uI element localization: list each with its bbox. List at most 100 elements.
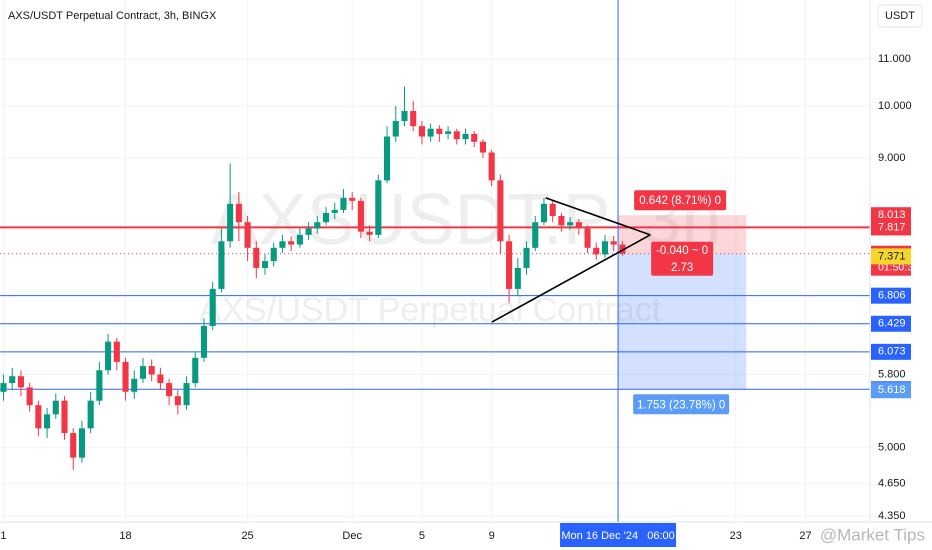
candle-body	[253, 247, 260, 268]
candle-body	[479, 141, 486, 153]
candle-body	[227, 203, 234, 242]
candle-body	[200, 325, 208, 358]
candle-body	[139, 366, 147, 379]
x-tick-label: 1	[0, 530, 6, 542]
candle-body	[523, 247, 530, 268]
candle-body	[279, 241, 286, 248]
candle-body	[261, 261, 269, 268]
candle-body	[61, 400, 68, 434]
countdown: 01:50:38	[878, 261, 919, 273]
candle-body	[218, 241, 225, 289]
price-label-box	[871, 315, 911, 332]
trendline	[545, 197, 651, 236]
candle-body	[105, 341, 112, 371]
candle-body	[540, 203, 548, 223]
candle-body	[244, 222, 251, 248]
candle-body	[427, 128, 434, 137]
candle-body	[401, 110, 408, 122]
candle-body	[174, 396, 181, 406]
x-tick-label: 23	[730, 530, 742, 542]
price-label: 6.806	[878, 290, 906, 302]
y-tick-label: 4.350	[878, 510, 906, 522]
candle-body	[235, 203, 242, 223]
candle-body	[35, 405, 42, 429]
candle-body	[619, 244, 626, 254]
candle-body	[462, 133, 469, 140]
candle-body	[610, 241, 617, 245]
candle-body	[96, 370, 103, 401]
price-label-box	[871, 219, 911, 236]
grid	[0, 0, 870, 522]
position-label: 0.642 (8.71%) 0	[639, 195, 721, 207]
candle-body	[26, 387, 33, 406]
candle-body	[514, 267, 521, 289]
position-label-box	[651, 241, 714, 276]
candle-body	[148, 366, 155, 375]
candle-body	[270, 247, 277, 262]
candle-body	[122, 361, 129, 392]
price-label: 6.073	[878, 346, 906, 358]
candle-body	[532, 222, 539, 248]
candle-body	[375, 180, 382, 235]
currency[interactable]: USDT	[885, 10, 915, 22]
price-label-box	[871, 382, 911, 399]
candle-body	[331, 209, 338, 213]
position-label: 1.753 (23.78%) 0	[637, 399, 725, 411]
x-tick-label: 5	[419, 530, 425, 542]
price-label-box	[871, 207, 911, 224]
candle-body	[209, 288, 216, 326]
currency-box[interactable]	[877, 4, 923, 28]
axes: 11.000 10.000 9.000 5.800 5.000 4.650 4.350 1 18…	[0, 53, 919, 547]
position-label-box	[633, 394, 730, 415]
candle-body	[9, 376, 16, 384]
candle-body	[497, 180, 504, 242]
y-tick-label: 9.000	[878, 152, 906, 164]
candle-body	[192, 357, 199, 384]
position-label: -0.040 ~ 0	[656, 245, 708, 257]
candle-body	[601, 241, 609, 255]
candle-body	[436, 128, 443, 134]
candle-body	[506, 241, 513, 289]
y-tick-label: 5.800	[878, 368, 906, 380]
candle-body	[445, 131, 452, 134]
candle-body	[0, 383, 7, 392]
candle-body	[453, 131, 460, 140]
candle-body	[471, 133, 478, 142]
y-tick-label: 5.000	[878, 442, 906, 454]
candle-body	[593, 247, 600, 255]
candle-body	[392, 121, 399, 137]
candle-body	[549, 203, 556, 217]
candle-body	[17, 376, 24, 388]
candle-body	[357, 200, 364, 232]
candle-body	[384, 136, 391, 181]
target-zone	[618, 253, 747, 390]
position-label-box	[634, 190, 727, 211]
watermark-subtitle: AXS/USDT Perpetual Contract	[199, 291, 662, 329]
price-label: 7.817	[878, 221, 906, 233]
candle-body	[322, 212, 330, 223]
candle-body	[488, 152, 495, 181]
candle-body	[288, 241, 295, 245]
candle-body	[340, 197, 347, 210]
price-label: 7.371	[878, 250, 906, 262]
price-label: 5.618	[878, 384, 906, 396]
candle-body	[52, 400, 59, 415]
price-label-box	[871, 248, 911, 265]
candle-body	[575, 222, 582, 229]
trendline	[491, 234, 651, 323]
x-tick-label: 25	[241, 530, 253, 542]
price-label: 8.013	[878, 209, 906, 221]
y-tick-label: 4.650	[878, 477, 906, 489]
x-tick-label: 27	[799, 530, 811, 542]
candle-body	[296, 234, 303, 245]
plot: 0.642 (8.71%) 0 -0.040 ~ 0 2.73 1.753 (23.7…	[0, 0, 870, 522]
candle-body	[305, 228, 312, 235]
candle-body	[410, 110, 417, 127]
candle-body	[157, 374, 164, 384]
price-label: 6.429	[878, 318, 906, 330]
candle-body	[183, 383, 190, 406]
candle-body	[314, 222, 321, 229]
candle-body	[349, 197, 356, 201]
position-label: 2.73	[671, 262, 693, 274]
